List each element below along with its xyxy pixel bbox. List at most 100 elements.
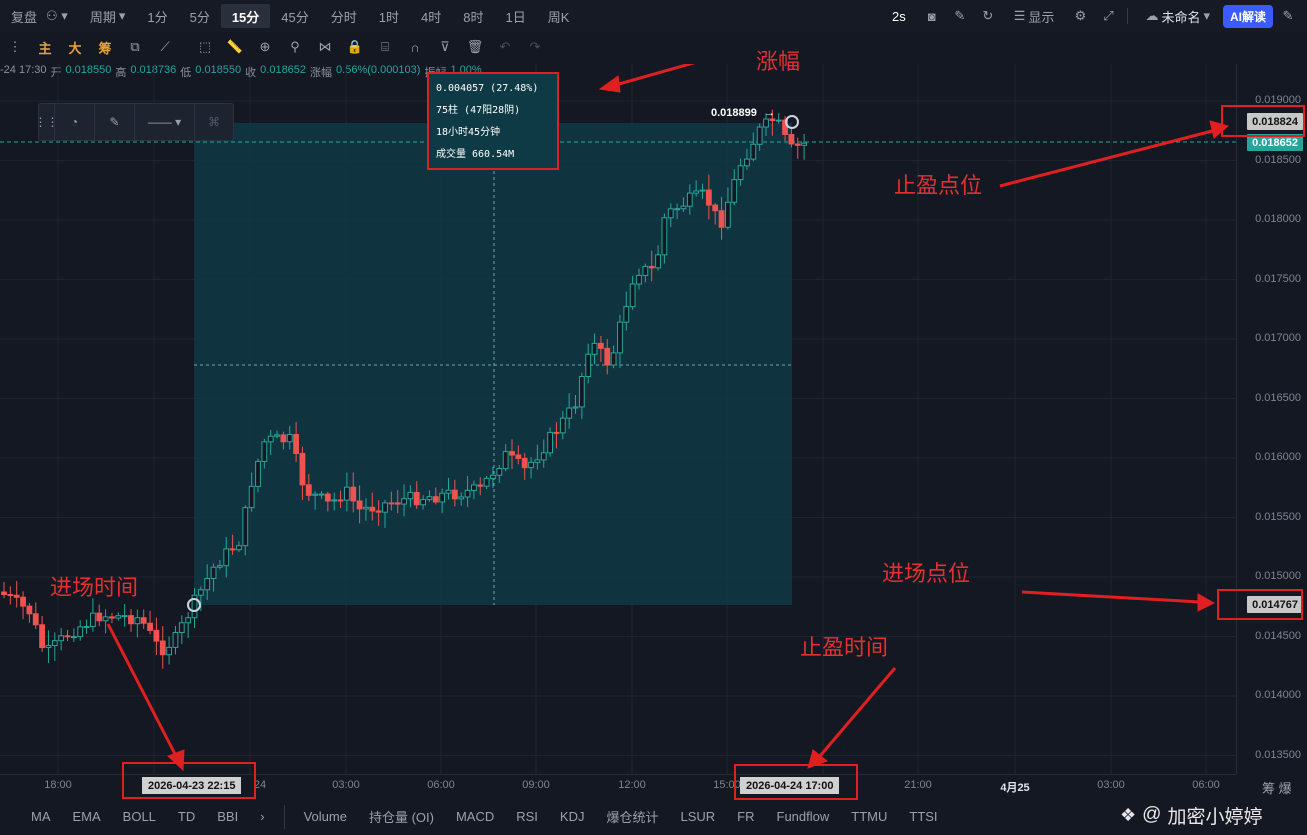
indicator-rsi[interactable]: RSI: [516, 809, 538, 824]
price-axis[interactable]: 0.019000 0.018500 0.018000 0.017500 0.01…: [1236, 64, 1307, 774]
pen-icon[interactable]: ✎: [95, 103, 135, 141]
layout-name: 未命名: [1161, 9, 1201, 25]
draw-line-icon[interactable]: ⟋: [160, 39, 170, 54]
gear-icon[interactable]: ⚙: [1074, 8, 1087, 23]
indicator-kdj[interactable]: KDJ: [559, 809, 585, 824]
measure-end-handle[interactable]: [785, 115, 799, 129]
indicator-liquidation[interactable]: 爆仓统计: [606, 810, 659, 825]
replay-button[interactable]: 复盘 ⚇ ▾: [0, 0, 79, 32]
redo-icon[interactable]: ↷: [529, 39, 541, 54]
candle-body: [223, 548, 230, 567]
indicator-ma[interactable]: MA: [31, 809, 51, 824]
refresh-rate[interactable]: 2s: [892, 8, 906, 24]
chevron-right-icon[interactable]: ›: [260, 809, 265, 824]
indicator-bbi[interactable]: BBI: [217, 809, 239, 824]
candle-body: [407, 491, 414, 500]
zoom-icon[interactable]: ⊕: [259, 39, 271, 54]
candle-body: [458, 496, 465, 500]
indicator-fr[interactable]: FR: [737, 809, 755, 824]
candle-body: [128, 615, 134, 625]
magic-icon[interactable]: ⚲: [290, 39, 300, 54]
chart-settings-icon[interactable]: ⌘: [208, 115, 220, 129]
filter-icon[interactable]: ⊽: [440, 39, 450, 54]
candle-body: [20, 596, 26, 607]
candle-body: [153, 629, 160, 642]
chevron-down-icon: ▾: [118, 8, 126, 23]
indicator-ttsi[interactable]: TTSI: [909, 809, 938, 824]
display-button[interactable]: ☰ 显示: [1003, 0, 1066, 32]
interval-1h[interactable]: 1时: [378, 9, 400, 25]
indicator-volume[interactable]: Volume: [303, 809, 347, 824]
alert-icon[interactable]: ⌸: [381, 39, 389, 54]
time-axis[interactable]: 18:00 24 03:00 06:00 09:00 12:00 15:00 2…: [0, 774, 1236, 796]
arrow-tp-time: [818, 667, 897, 757]
pattern-icon[interactable]: ⋈: [318, 39, 332, 54]
candle-body: [401, 498, 407, 505]
indicator-ttmu[interactable]: TTMU: [851, 809, 888, 824]
magnet-icon[interactable]: ∩: [410, 39, 420, 55]
line-style-dropdown[interactable]: —— ▾: [135, 103, 195, 141]
candle-body: [515, 454, 522, 459]
entry-price-tag: 0.014767: [1247, 596, 1303, 613]
sidebar-handle-icon[interactable]: ⋮: [8, 39, 22, 54]
candle-body: [337, 499, 344, 502]
camera-icon[interactable]: ◙: [927, 8, 936, 24]
indicator-td[interactable]: TD: [177, 809, 196, 824]
price-tick: 0.014000: [1255, 689, 1301, 701]
pen-icon[interactable]: ✎: [954, 8, 966, 23]
divider: [1127, 8, 1129, 24]
lock-icon[interactable]: 🔒: [346, 39, 364, 54]
edit-icon[interactable]: ✎: [1282, 8, 1294, 23]
top-bar-right: 2s ◙ ✎ ↻ ☰ 显示 ⚙ ⤢ ☁ 未命名 ▾ AI解读 ✎: [881, 0, 1307, 32]
fullscreen-icon[interactable]: ⤢: [1103, 8, 1114, 23]
candle-body: [229, 548, 236, 551]
indicator-fundflow[interactable]: Fundflow: [776, 809, 830, 824]
candlestick-chart[interactable]: 0.018899 →: [0, 64, 1236, 774]
interval-15m[interactable]: 15分: [220, 4, 271, 28]
interval-1d[interactable]: 1日: [505, 9, 526, 25]
compare-icon[interactable]: ⧉: [130, 39, 140, 54]
candle-body: [51, 640, 58, 647]
interval-timeline[interactable]: 分时: [330, 9, 357, 25]
style-icon[interactable]: ◔: [55, 103, 95, 141]
ruler-icon[interactable]: 📏: [226, 39, 244, 54]
rotate-icon[interactable]: ↻: [982, 8, 994, 23]
candle-body: [32, 613, 39, 626]
candle-body: [267, 435, 274, 443]
big-order-toggle[interactable]: 大: [68, 40, 82, 56]
interval-8h[interactable]: 8时: [463, 9, 484, 25]
candle-body: [756, 126, 763, 145]
indicator-boll[interactable]: BOLL: [122, 809, 156, 824]
axis-corner[interactable]: 筹 爆: [1262, 781, 1292, 796]
measure-start-handle[interactable]: [187, 598, 201, 612]
candle-body: [197, 589, 204, 596]
indicator-ema[interactable]: EMA: [72, 809, 101, 824]
candle-body: [731, 179, 738, 203]
interval-5m[interactable]: 5分: [189, 9, 210, 25]
main-indicator-toggle[interactable]: 主: [38, 40, 52, 56]
candle-body: [712, 204, 719, 212]
interval-45m[interactable]: 45分: [281, 9, 309, 25]
interval-1m[interactable]: 1分: [147, 9, 168, 25]
candle-body: [794, 143, 801, 146]
wechat-icon: ❖: [1120, 804, 1137, 825]
undo-icon[interactable]: ↶: [499, 39, 511, 54]
replay-label: 复盘: [11, 9, 38, 25]
layout-dropdown[interactable]: ☁ 未命名 ▾: [1134, 0, 1221, 32]
interval-4h[interactable]: 4时: [421, 9, 442, 25]
trash-icon[interactable]: 🗑: [466, 39, 484, 54]
crosshair-select-icon[interactable]: ⬚: [198, 39, 212, 54]
candle-body: [496, 468, 503, 476]
candle-body: [769, 118, 776, 122]
measure-duration: 18小时45分钟: [436, 127, 501, 138]
ai-interpret-button[interactable]: AI解读: [1222, 4, 1273, 28]
candle-body: [699, 189, 706, 192]
drag-handle-icon[interactable]: ⋮⋮: [35, 103, 59, 141]
candle-body: [547, 431, 554, 454]
indicator-macd[interactable]: MACD: [455, 809, 495, 824]
interval-1w[interactable]: 周K: [547, 9, 570, 25]
chip-toggle[interactable]: 筹: [98, 40, 112, 56]
period-dropdown[interactable]: 周期 ▾: [79, 0, 137, 32]
indicator-oi[interactable]: 持仓量 (OI): [368, 810, 434, 825]
indicator-lsur[interactable]: LSUR: [680, 809, 716, 824]
